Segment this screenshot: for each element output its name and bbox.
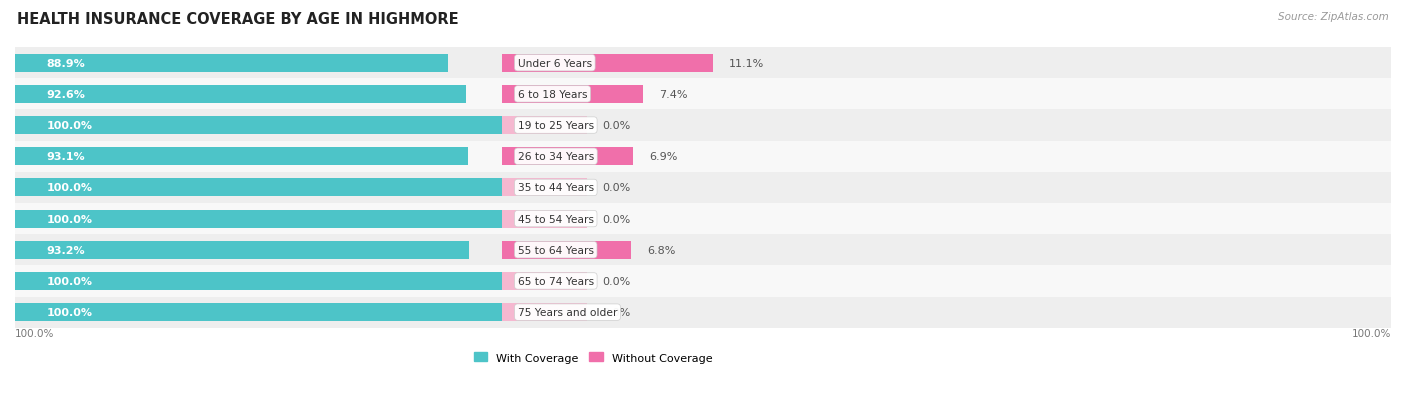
Text: HEALTH INSURANCE COVERAGE BY AGE IN HIGHMORE: HEALTH INSURANCE COVERAGE BY AGE IN HIGH… [17,12,458,27]
Bar [15,85,465,104]
Text: 35 to 44 Years: 35 to 44 Years [517,183,593,193]
Text: 75 Years and older: 75 Years and older [517,307,617,317]
Text: 7.4%: 7.4% [659,90,688,100]
Bar [15,179,502,197]
Bar [502,148,633,166]
Bar [15,110,1391,141]
Bar [15,48,1391,79]
Text: 100.0%: 100.0% [46,121,93,131]
Text: 55 to 64 Years: 55 to 64 Years [517,245,593,255]
Bar [15,141,1391,172]
Text: 19 to 25 Years: 19 to 25 Years [517,121,593,131]
Text: 11.1%: 11.1% [730,59,765,69]
Bar [502,241,631,259]
Bar [502,272,586,290]
Text: 6 to 18 Years: 6 to 18 Years [517,90,588,100]
Legend: With Coverage, Without Coverage: With Coverage, Without Coverage [470,348,717,367]
Bar [15,172,1391,204]
Bar [15,303,502,321]
Bar [502,210,586,228]
Text: 100.0%: 100.0% [46,214,93,224]
Bar [15,204,1391,235]
Bar [502,179,586,197]
Bar [15,210,502,228]
Bar [502,303,586,321]
Text: 88.9%: 88.9% [46,59,86,69]
Text: 100.0%: 100.0% [46,276,93,286]
Text: 65 to 74 Years: 65 to 74 Years [517,276,593,286]
Text: 45 to 54 Years: 45 to 54 Years [517,214,593,224]
Text: 0.0%: 0.0% [602,214,631,224]
Text: 0.0%: 0.0% [602,276,631,286]
Text: 93.2%: 93.2% [46,245,86,255]
Text: Source: ZipAtlas.com: Source: ZipAtlas.com [1278,12,1389,22]
Text: 0.0%: 0.0% [602,307,631,317]
Text: 26 to 34 Years: 26 to 34 Years [517,152,593,162]
Bar [15,297,1391,328]
Text: 100.0%: 100.0% [1351,328,1391,339]
Text: 6.9%: 6.9% [650,152,678,162]
Bar [15,55,449,73]
Bar [15,79,1391,110]
Bar [15,241,468,259]
Bar [15,272,502,290]
Bar [15,117,502,135]
Text: 100.0%: 100.0% [46,307,93,317]
Bar [502,117,586,135]
Text: 92.6%: 92.6% [46,90,86,100]
Bar [502,55,713,73]
Text: 100.0%: 100.0% [15,328,55,339]
Text: 0.0%: 0.0% [602,183,631,193]
Bar [502,85,643,104]
Text: 93.1%: 93.1% [46,152,86,162]
Bar [15,266,1391,297]
Text: 6.8%: 6.8% [647,245,676,255]
Bar [15,148,468,166]
Text: 100.0%: 100.0% [46,183,93,193]
Text: 0.0%: 0.0% [602,121,631,131]
Text: Under 6 Years: Under 6 Years [517,59,592,69]
Bar [15,235,1391,266]
